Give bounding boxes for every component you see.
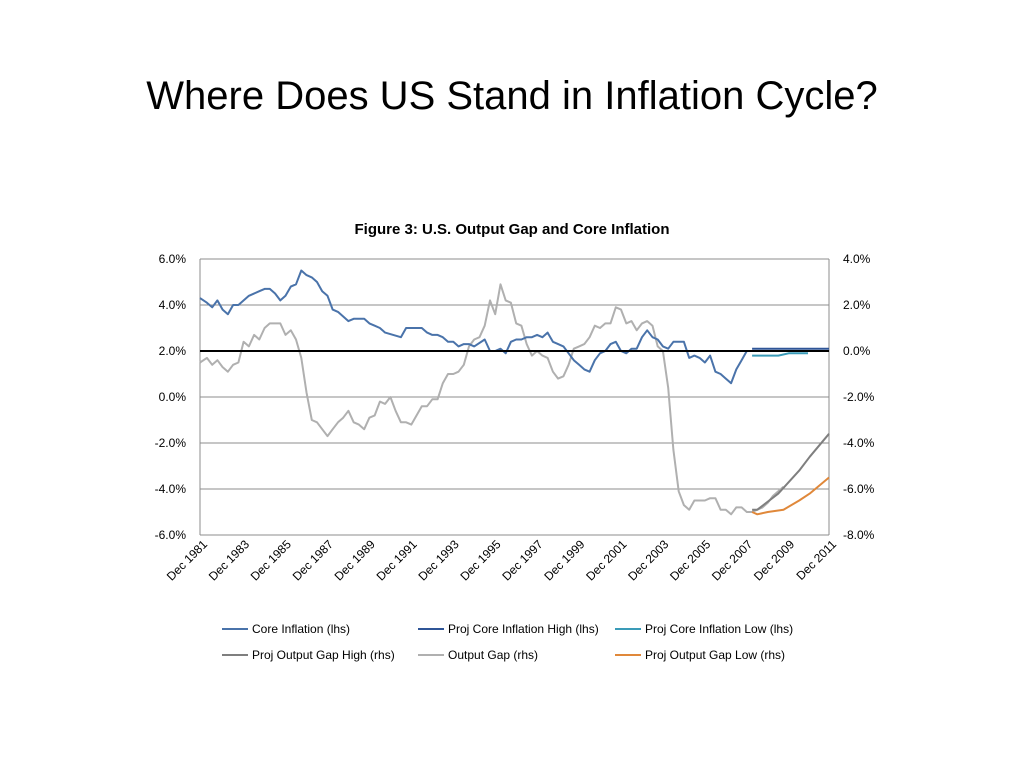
x-tick-label: Dec 2007	[709, 537, 755, 583]
legend-label: Proj Core Inflation Low (lhs)	[645, 622, 793, 636]
y-left-tick-label: 4.0%	[159, 298, 187, 312]
x-tick-label: Dec 1997	[499, 537, 545, 583]
x-tick-label: Dec 1995	[457, 537, 503, 583]
x-tick-label: Dec 1991	[374, 537, 420, 583]
y-left-tick-label: 0.0%	[159, 390, 187, 404]
y-right-tick-label: 2.0%	[843, 298, 871, 312]
chart-title: Figure 3: U.S. Output Gap and Core Infla…	[355, 221, 670, 238]
y-left-tick-label: -2.0%	[155, 436, 187, 450]
x-tick-label: Dec 2009	[751, 537, 797, 583]
legend-label: Core Inflation (lhs)	[252, 622, 350, 636]
x-tick-label: Dec 2011	[794, 537, 840, 583]
x-tick-label: Dec 2005	[667, 537, 713, 583]
legend-label: Output Gap (rhs)	[448, 648, 538, 662]
y-left-tick-label: -6.0%	[155, 528, 187, 542]
y-right-tick-label: -2.0%	[843, 390, 875, 404]
x-tick-label: Dec 1993	[415, 537, 461, 583]
series-line	[752, 433, 830, 511]
slide-title: Where Does US Stand in Inflation Cycle?	[146, 74, 878, 118]
x-tick-label: Dec 1987	[290, 537, 336, 583]
y-left-tick-label: 2.0%	[159, 344, 187, 358]
legend-label: Proj Output Gap High (rhs)	[252, 648, 395, 662]
x-tick-label: Dec 2003	[625, 537, 671, 583]
x-tick-label: Dec 2001	[583, 537, 629, 583]
y-right-tick-label: -6.0%	[843, 482, 875, 496]
x-tick-label: Dec 1981	[164, 537, 210, 583]
y-right-tick-label: -4.0%	[843, 436, 875, 450]
y-right-tick-label: 0.0%	[843, 344, 871, 358]
y-left-tick-label: 6.0%	[159, 252, 187, 266]
series-line	[199, 283, 785, 516]
y-right-tick-label: -8.0%	[843, 528, 875, 542]
series-line	[752, 352, 808, 357]
legend-label: Proj Core Inflation High (lhs)	[448, 622, 599, 636]
x-tick-label: Dec 1989	[332, 537, 378, 583]
y-left-tick-label: -4.0%	[155, 482, 187, 496]
y-right-tick-label: 4.0%	[843, 252, 871, 266]
legend-label: Proj Output Gap Low (rhs)	[645, 648, 785, 662]
x-tick-label: Dec 1983	[206, 537, 252, 583]
series-line	[751, 476, 830, 516]
x-tick-label: Dec 1985	[248, 537, 294, 583]
x-tick-label: Dec 1999	[541, 537, 587, 583]
